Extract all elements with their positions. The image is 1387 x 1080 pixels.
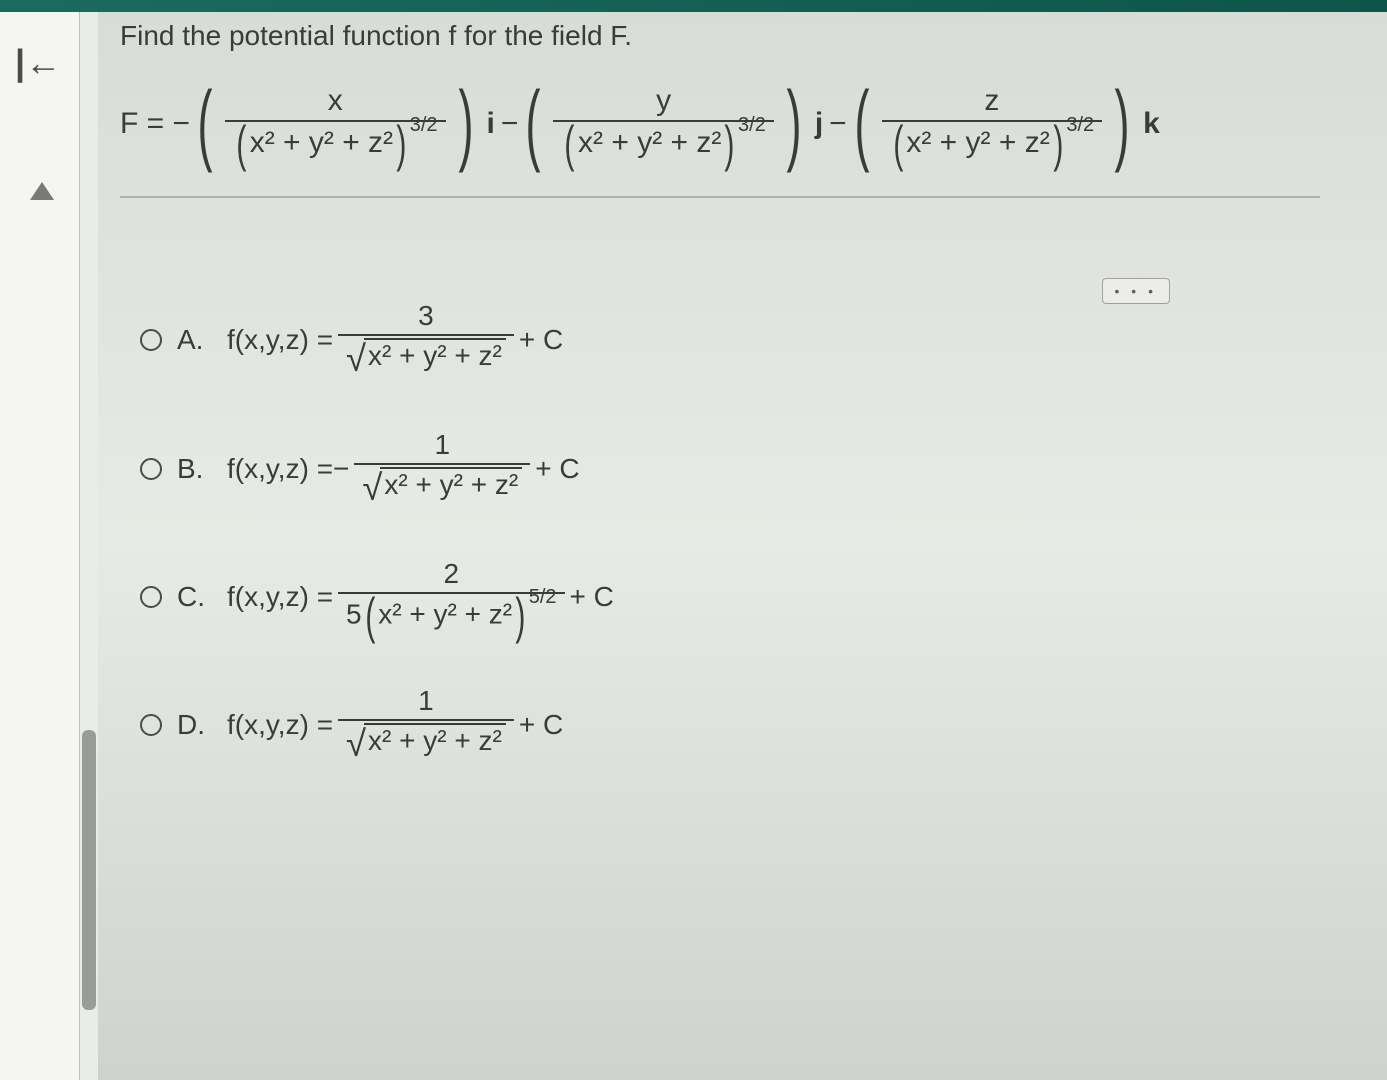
question-prompt: Find the potential function f for the fi… [120,20,1370,52]
option-math-a: f(x,y,z) = 3 √x² + y² + z² + C [227,298,563,382]
option-math-d: f(x,y,z) = 1 √x² + y² + z² + C [227,683,563,767]
option-label-d: D. [177,709,207,741]
option-math-b: f(x,y,z) = − 1 √x² + y² + z² + C [227,427,580,511]
option-a[interactable]: A. f(x,y,z) = 3 √x² + y² + z² + C [140,298,1370,382]
numerator-x: x [320,82,351,120]
option-b[interactable]: B. f(x,y,z) = − 1 √x² + y² + z² + C [140,427,1370,511]
option-d[interactable]: D. f(x,y,z) = 1 √x² + y² + z² + C [140,683,1370,767]
option-label-b: B. [177,453,207,485]
operator-2: − [829,107,847,141]
option-c[interactable]: C. f(x,y,z) = 2 5(x² + y² + z²)5/2 + C [140,556,1370,638]
unit-k: k [1143,107,1160,141]
unit-j: j [815,107,823,141]
section-divider [120,196,1320,198]
scrollbar-thumb[interactable] [82,730,96,1010]
field-equation: F = − ( x (x² + y² + z²)3/2 ) i − ( y (x… [120,82,1370,166]
paren-close: ) [786,88,801,160]
option-math-c: f(x,y,z) = 2 5(x² + y² + z²)5/2 + C [227,556,614,638]
fraction-term-3: z (x² + y² + z²)3/2 [882,82,1102,166]
denominator-2: (x² + y² + z²)3/2 [553,120,773,166]
question-content: Find the potential function f for the fi… [120,20,1370,812]
radio-c[interactable] [140,586,162,608]
paren-close: ) [458,88,473,160]
numerator-z: z [976,82,1007,120]
back-icon[interactable]: |← [15,42,61,84]
nav-up-icon[interactable] [30,182,54,200]
unit-i: i [487,107,495,141]
paren-open: ( [526,88,541,160]
numerator-y: y [648,82,679,120]
left-sidebar: |← [0,12,80,1080]
option-label-c: C. [177,581,207,613]
answer-options: A. f(x,y,z) = 3 √x² + y² + z² + C B. f(x… [140,298,1370,767]
expand-button[interactable]: • • • [1102,278,1170,304]
denominator-1: (x² + y² + z²)3/2 [225,120,445,166]
option-label-a: A. [177,324,207,356]
paren-close: ) [1115,88,1130,160]
fraction-term-1: x (x² + y² + z²)3/2 [225,82,445,166]
radio-b[interactable] [140,458,162,480]
operator-1: − [501,107,519,141]
fraction-term-2: y (x² + y² + z²)3/2 [553,82,773,166]
equation-lhs: F = − [120,107,190,141]
denominator-3: (x² + y² + z²)3/2 [882,120,1102,166]
paren-open: ( [198,88,213,160]
paren-open: ( [854,88,869,160]
top-bar [0,0,1387,12]
radio-a[interactable] [140,329,162,351]
radio-d[interactable] [140,714,162,736]
